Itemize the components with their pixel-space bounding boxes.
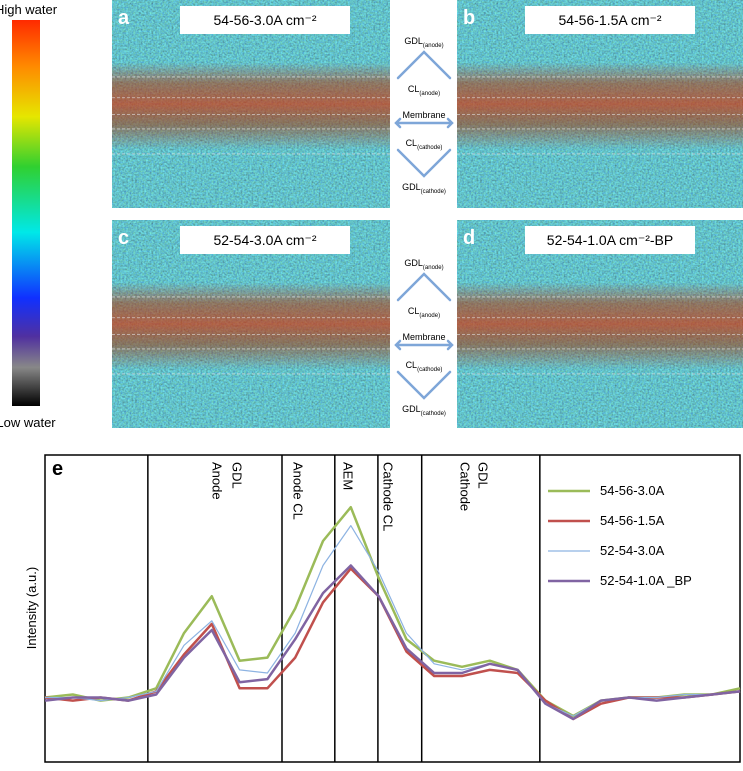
region-label: Anode CL (291, 462, 306, 520)
image-panel: b 54-56-1.5A cm⁻² (457, 0, 743, 208)
panel-letter: d (463, 227, 475, 249)
panel-title-box (180, 6, 350, 34)
panel-title-box (525, 6, 695, 34)
layer-labels: GDL(anode) CL(anode) Membrane CL(cathode) GD… (394, 36, 454, 417)
legend-label: 52-54-3.0A (600, 543, 665, 558)
layer-label: Membrane (402, 110, 445, 120)
colorbar-bottom-label: Low water (0, 415, 56, 430)
panel-title-box (525, 226, 695, 254)
layer-label: GDL(cathode) (402, 404, 446, 417)
legend-label: 52-54-1.0A _BP (600, 573, 692, 588)
legend-label: 54-56-1.5A (600, 513, 665, 528)
arrow (396, 272, 452, 302)
region-label: GDL (229, 462, 244, 489)
legend-label: 54-56-3.0A (600, 483, 665, 498)
panels: a 54-56-3.0A cm⁻² b 54-56-1.5A cm⁻² c 52-54-3… (112, 0, 743, 428)
image-panel: d 52-54-1.0A cm⁻²-BP (457, 220, 743, 428)
arrow (396, 148, 452, 178)
panel-title: 54-56-3.0A cm⁻² (213, 12, 316, 28)
layer-label: GDL(anode) (404, 258, 443, 271)
region-label: GDL (475, 462, 490, 489)
layer-label: CL(cathode) (406, 360, 443, 373)
panel-title: 52-54-1.0A cm⁻²-BP (547, 232, 673, 248)
layer-label: CL(cathode) (406, 138, 443, 151)
image-panel: a 54-56-3.0A cm⁻² (112, 0, 390, 208)
layer-label: CL(anode) (408, 306, 440, 319)
y-axis-label: Intensity (a.u.) (24, 567, 39, 649)
layer-label: GDL(anode) (404, 36, 443, 49)
arrow (396, 370, 452, 400)
region-label: Cathode (457, 462, 472, 511)
data-line (44, 505, 741, 718)
colorbar (12, 20, 40, 406)
chart-frame (44, 454, 741, 763)
arrow (396, 50, 452, 80)
arrow (394, 339, 454, 351)
layer-label: GDL(cathode) (402, 182, 446, 195)
data-line (44, 564, 741, 721)
region-label: AEM (340, 462, 355, 490)
region-label: Anode (209, 462, 224, 500)
image-panel: c 52-54-3.0A cm⁻² (112, 220, 390, 428)
panel-title: 52-54-3.0A cm⁻² (213, 232, 316, 248)
panel-letter: b (463, 7, 475, 29)
colorbar-top-label: High water (0, 2, 58, 17)
panel-title: 54-56-1.5A cm⁻² (558, 12, 661, 28)
panel-letter: c (118, 227, 129, 249)
panel-letter: a (118, 7, 130, 29)
layer-label: Membrane (402, 332, 445, 342)
panel-letter: e (52, 458, 63, 480)
panel-title-box (180, 226, 350, 254)
region-label: Cathode CL (380, 462, 395, 531)
arrow (394, 117, 454, 129)
line-chart: e Intensity (a.u.) Anode GDL Anode CL AEM Cath… (24, 455, 741, 762)
layer-label: CL(anode) (408, 84, 440, 97)
